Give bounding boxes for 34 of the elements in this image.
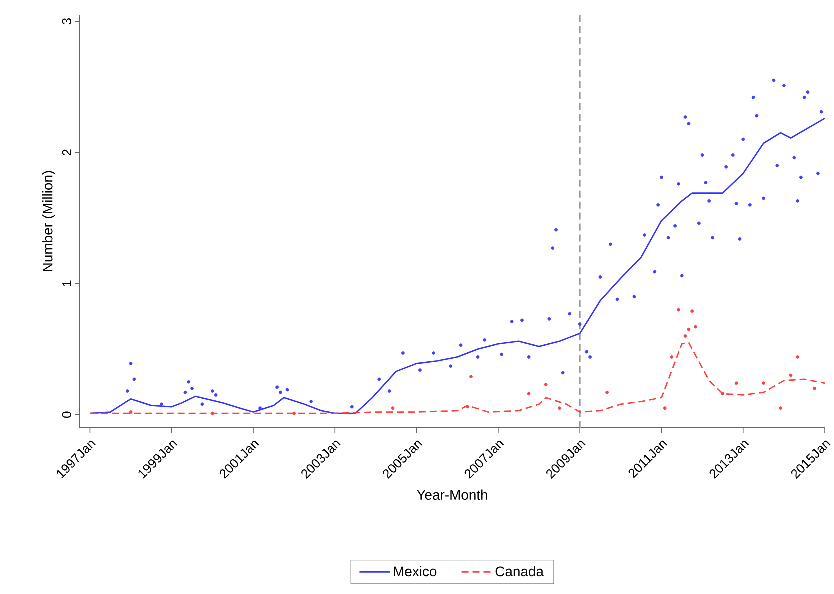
point (789, 374, 793, 378)
point (663, 406, 667, 410)
legend-label: Canada (496, 566, 544, 577)
point (544, 383, 548, 386)
point (813, 386, 816, 390)
point (670, 356, 674, 359)
point (796, 356, 800, 359)
point (527, 392, 531, 396)
point (762, 382, 766, 386)
point (129, 410, 133, 414)
point (690, 310, 694, 314)
x-axis-title: Year-Month (417, 490, 488, 500)
point (292, 412, 296, 416)
point (687, 328, 691, 332)
point (391, 406, 395, 410)
y-tick-label: 1 (62, 280, 72, 286)
y-tick-label: 0 (62, 412, 72, 418)
point (466, 405, 470, 409)
point (558, 406, 562, 410)
point (721, 392, 725, 396)
point (606, 390, 609, 394)
point (779, 406, 782, 410)
y-tick-label: 3 (62, 18, 72, 25)
line-series (90, 118, 826, 414)
point (210, 412, 214, 416)
legend-label: Mexico (394, 566, 437, 577)
point (677, 308, 680, 312)
point (734, 382, 738, 386)
y-tick-label: 2 (62, 150, 72, 156)
y-axis-title: Number (Million) (42, 171, 56, 272)
point (684, 334, 688, 338)
point (470, 375, 473, 379)
line-series (90, 342, 826, 414)
point (694, 325, 698, 329)
